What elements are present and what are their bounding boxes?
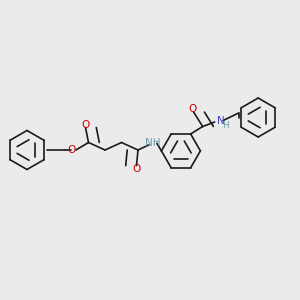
Text: O: O: [81, 120, 90, 130]
Text: H: H: [222, 122, 229, 130]
Text: N: N: [217, 116, 224, 126]
Text: O: O: [68, 145, 76, 155]
Text: NH: NH: [145, 138, 160, 148]
Text: O: O: [188, 104, 196, 114]
Text: O: O: [132, 164, 141, 174]
